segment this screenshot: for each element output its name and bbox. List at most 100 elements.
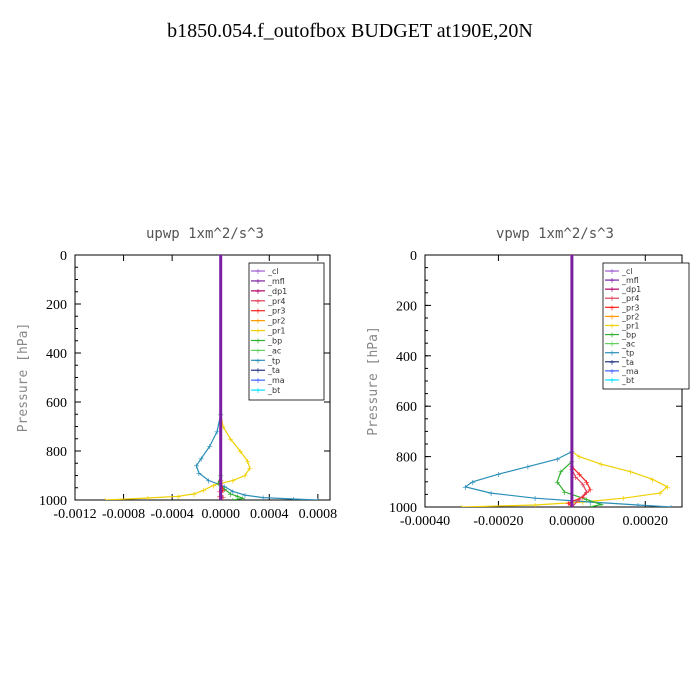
legend-marker: +	[609, 376, 616, 385]
series-marker: +	[220, 493, 227, 502]
series-marker: +	[620, 494, 627, 503]
legend-box	[248, 262, 325, 401]
series-marker: +	[215, 479, 222, 488]
series-marker: +	[664, 483, 671, 492]
series-marker: +	[191, 490, 198, 499]
legend-marker: +	[255, 356, 262, 365]
upwp-panel: upwp 1xm^2/s^3 Pressure [hPa] 0 200 400 600 80…	[16, 226, 337, 522]
legend-label: _pr4	[267, 297, 285, 306]
legend-label: _ma	[267, 376, 285, 385]
legend-marker: +	[609, 321, 616, 330]
series-marker: +	[561, 488, 568, 497]
series-line-tp	[195, 255, 318, 500]
legend-label: _pr2	[267, 317, 285, 326]
series-marker: +	[627, 468, 634, 477]
series-marker: +	[598, 500, 605, 509]
legend-marker: +	[255, 346, 262, 355]
series-marker: +	[572, 473, 579, 482]
legend-label: _pr4	[621, 294, 639, 303]
legend-marker: +	[609, 294, 616, 303]
panel-title: vpwp 1xm^2/s^3	[496, 226, 614, 242]
series-marker: +	[668, 503, 675, 512]
series-marker: +	[205, 476, 212, 485]
series-marker: +	[206, 442, 213, 451]
legend-marker: +	[255, 376, 262, 385]
series-marker: +	[193, 462, 200, 471]
series-marker: +	[220, 423, 227, 432]
series-marker: +	[657, 489, 664, 498]
series-marker: +	[635, 501, 642, 510]
series-marker: +	[587, 498, 594, 507]
legend-label: _cl	[621, 267, 633, 276]
series-marker: +	[458, 503, 465, 512]
series-marker: +	[583, 478, 590, 487]
y-tick-label: 1000	[389, 501, 417, 516]
series-marker: +	[583, 488, 590, 497]
y-tick-label: 200	[396, 299, 417, 314]
series-line-pr1	[105, 255, 251, 500]
legend-marker: +	[255, 366, 262, 375]
y-tick-label: 600	[46, 396, 67, 411]
y-tick-label: 0	[60, 249, 67, 264]
series-marker: +	[576, 470, 583, 479]
series-marker: +	[227, 490, 234, 499]
series-marker: +	[230, 476, 237, 485]
legend-label: _ta	[621, 358, 634, 367]
legend-label: _bt	[267, 386, 280, 395]
series-marker: +	[175, 492, 182, 501]
series-marker: +	[587, 485, 594, 494]
x-tick-label: 0.0000	[201, 507, 240, 522]
series-marker: +	[221, 485, 228, 494]
series-marker: +	[237, 447, 244, 456]
legend-label: _pr3	[621, 303, 639, 312]
legend-marker: +	[609, 358, 616, 367]
series-marker: +	[196, 469, 203, 478]
legend-label: _ac	[267, 346, 281, 355]
series-marker: +	[198, 454, 205, 463]
series-marker: +	[239, 494, 246, 503]
page-title: b1850.054.f_outofbox BUDGET at190E,20N	[167, 20, 533, 42]
x-tick-label: 0.00000	[549, 514, 595, 529]
legend-marker: +	[609, 349, 616, 358]
legend-label: _mfl	[621, 276, 639, 285]
legend-marker: +	[255, 297, 262, 306]
series-marker: +	[462, 483, 469, 492]
series-marker: +	[554, 455, 561, 464]
y-tick-label: 800	[396, 451, 417, 466]
series-marker: +	[315, 496, 322, 505]
series-marker: +	[580, 480, 587, 489]
series-marker: +	[220, 486, 227, 495]
series-marker: +	[649, 475, 656, 484]
legend-marker: +	[609, 303, 616, 312]
x-tick-label: -0.00020	[473, 514, 523, 529]
legend-label: _pr1	[267, 327, 285, 336]
legend-label: _tp	[621, 349, 634, 358]
legend-marker: +	[609, 340, 616, 349]
legend-marker: +	[255, 267, 262, 276]
legend: + _cl + _mfl + _dp1 + _pr4 + _pr3 + _pr2 + _pr1 + _bp + _…	[248, 262, 325, 401]
series-marker: +	[569, 503, 576, 512]
series-marker: +	[580, 493, 587, 502]
series-marker: +	[532, 501, 539, 510]
series-group: ++++++++++++++++++++++++++++++++++++++++…	[458, 255, 675, 512]
series-marker: +	[247, 464, 254, 473]
y-tick-label: 800	[46, 445, 67, 460]
series-group: ++++++++++++++++++++++++++++++++++++++++…	[102, 255, 322, 505]
x-tick-label: -0.00040	[400, 514, 450, 529]
legend-marker: +	[609, 267, 616, 276]
x-tick-label: 0.00020	[623, 514, 669, 529]
y-axis-label: Pressure [hPa]	[366, 326, 381, 436]
legend-marker: +	[609, 285, 616, 294]
series-marker: +	[583, 495, 590, 504]
legend-label: _dp1	[267, 287, 287, 296]
y-tick-label: 400	[46, 347, 67, 362]
legend-label: _tp	[267, 356, 280, 365]
x-tick-label: 0.0004	[250, 507, 289, 522]
series-marker: +	[554, 478, 561, 487]
legend-label: _pr1	[621, 321, 639, 330]
x-tick-label: -0.0004	[151, 507, 194, 522]
legend-label: _mfl	[267, 277, 285, 286]
series-marker: +	[214, 427, 221, 436]
legend-marker: +	[609, 312, 616, 321]
